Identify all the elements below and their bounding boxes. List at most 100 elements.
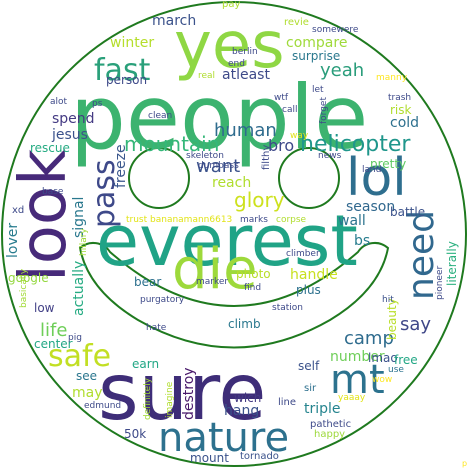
word: people xyxy=(70,66,369,169)
word: human xyxy=(214,120,277,141)
word: lover xyxy=(5,222,21,258)
smile-outline xyxy=(78,241,390,349)
word: bs xyxy=(354,233,371,249)
word: somewere xyxy=(312,25,359,35)
word: definitely xyxy=(143,377,153,420)
word: atleast xyxy=(222,67,270,83)
word: pioneer xyxy=(435,265,445,300)
word: plus xyxy=(296,283,321,297)
word: hang xyxy=(224,403,260,419)
word: wtf xyxy=(274,93,289,103)
word: helicopter xyxy=(300,132,411,157)
word: risk xyxy=(390,103,412,117)
word: berlin xyxy=(232,47,258,57)
word: happy xyxy=(314,429,346,440)
word: edmund xyxy=(84,401,122,411)
word: basically xyxy=(19,268,29,308)
word: google xyxy=(8,271,49,285)
word: yes xyxy=(174,9,285,83)
word: number xyxy=(330,349,385,365)
word: jesus xyxy=(52,127,88,143)
word: call xyxy=(282,105,298,115)
word: low xyxy=(34,301,55,315)
word: p xyxy=(462,459,468,468)
word: season xyxy=(346,199,396,215)
word: surprise xyxy=(292,49,341,63)
word: imagine xyxy=(165,381,175,418)
left-eye-outline xyxy=(128,147,190,209)
word: sir xyxy=(304,383,317,394)
word: trash xyxy=(388,93,412,103)
word: rescue xyxy=(30,141,70,155)
word: marker xyxy=(196,277,229,287)
word: die xyxy=(172,237,258,302)
word: reach xyxy=(212,175,252,191)
word: lol xyxy=(346,148,407,208)
word: mt xyxy=(330,357,385,403)
word: way xyxy=(290,131,309,141)
word: let xyxy=(312,85,324,95)
word: corpse xyxy=(276,215,307,225)
word: hate xyxy=(146,323,167,333)
word: earn xyxy=(132,357,160,371)
word: pretty xyxy=(370,157,407,171)
word: want xyxy=(196,156,241,177)
word: news xyxy=(318,151,342,161)
word: climb xyxy=(228,317,261,331)
word: see xyxy=(76,369,98,383)
word: alot xyxy=(50,97,68,107)
word: compare xyxy=(286,35,348,51)
word: pig xyxy=(68,333,82,343)
word: revie xyxy=(284,17,309,28)
word: 50k xyxy=(124,427,147,441)
word: real xyxy=(198,71,216,81)
word: spend xyxy=(52,111,95,127)
word: wall xyxy=(338,213,366,229)
word: bear xyxy=(134,275,162,289)
word: skeleton xyxy=(186,151,224,161)
word: trust bananamann6613 xyxy=(126,215,233,225)
right-eye-outline xyxy=(278,147,340,209)
word: center xyxy=(34,337,73,351)
word: base xyxy=(42,187,64,197)
word: freeze xyxy=(113,144,129,188)
word: lmao xyxy=(368,351,398,365)
word: use xyxy=(388,365,404,375)
word: camp xyxy=(344,328,394,349)
word: sure xyxy=(98,348,267,438)
word: pathetic xyxy=(310,419,352,430)
word: destroy xyxy=(181,367,197,420)
word: may xyxy=(72,385,103,401)
word: end xyxy=(228,59,245,69)
word: literally xyxy=(445,241,459,286)
word: filthy xyxy=(261,144,272,170)
word: everest xyxy=(96,200,358,282)
word: tornado xyxy=(240,451,279,462)
word: safe xyxy=(48,339,112,374)
word: photo xyxy=(236,267,271,281)
word: fast xyxy=(94,53,151,88)
word: ps xyxy=(92,99,103,109)
word: mount xyxy=(190,451,229,465)
word: clean xyxy=(148,111,173,121)
word: land xyxy=(362,165,382,175)
word: mountain xyxy=(124,132,220,156)
word: wich xyxy=(234,391,262,405)
word: triple xyxy=(304,401,341,417)
word: yaaay xyxy=(338,393,366,403)
word: winter xyxy=(110,35,155,51)
word: battle xyxy=(390,205,426,219)
word: pay xyxy=(222,0,241,10)
word: nature xyxy=(158,415,290,461)
word: station xyxy=(272,303,303,313)
word: actually xyxy=(71,260,87,316)
word: forget xyxy=(319,97,329,124)
word: free xyxy=(394,353,418,367)
word: person xyxy=(106,73,148,87)
word: manny xyxy=(376,73,408,83)
word: handle xyxy=(290,267,338,283)
word: line xyxy=(278,397,297,408)
